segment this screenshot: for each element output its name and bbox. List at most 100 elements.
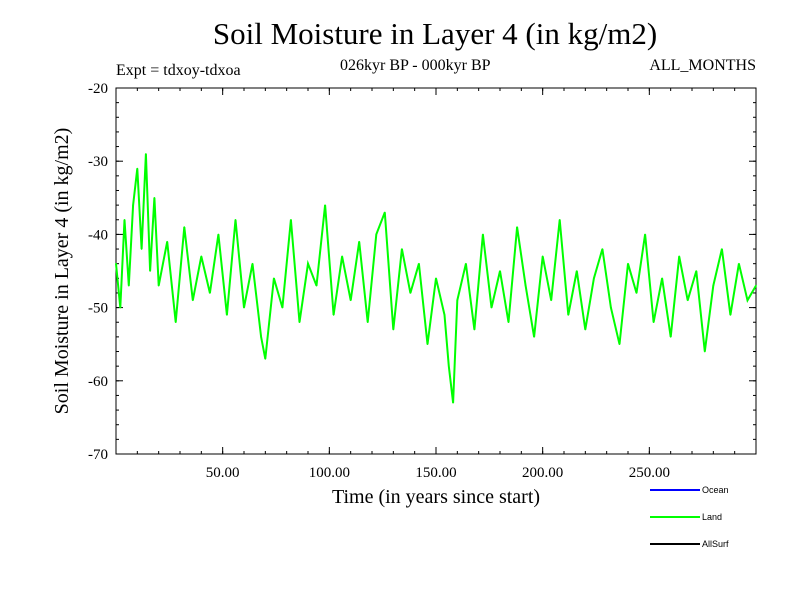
series-point-land — [128, 284, 130, 287]
series-point-land — [315, 284, 318, 287]
y-axis-label: Soil Moisture in Layer 4 (in kg/m2) — [51, 128, 73, 415]
series-point-land — [409, 292, 412, 294]
series-point-land — [115, 262, 117, 265]
series-point-land — [712, 284, 715, 287]
series-point-land — [132, 204, 134, 206]
series-point-land — [635, 292, 638, 294]
series-point-land — [273, 277, 275, 280]
series-point-land — [183, 226, 186, 228]
series-point-land — [610, 306, 612, 309]
x-tick-label: 50.00 — [206, 465, 240, 481]
series-point-land — [307, 262, 309, 265]
chart-title: Soil Moisture in Layer 4 (in kg/m2) — [212, 16, 658, 51]
y-tick-label: -40 — [88, 227, 108, 243]
series-point-land — [601, 248, 604, 250]
series-point-land — [290, 218, 292, 221]
series-point-land — [627, 262, 629, 265]
series-point-land — [558, 218, 561, 221]
series-point-land — [452, 401, 454, 404]
series-point-land — [264, 358, 267, 360]
legend-label-allsurf: AllSurf — [702, 539, 729, 549]
series-point-land — [341, 255, 343, 258]
x-tick-label: 200.00 — [522, 465, 563, 481]
plot-frame — [115, 87, 757, 455]
series-point-land — [704, 350, 706, 353]
series-point-land — [516, 226, 518, 228]
series-point-land — [332, 314, 335, 316]
series-point-land — [721, 248, 723, 250]
series-point-land — [499, 270, 501, 272]
y-tick-label: -60 — [88, 374, 108, 390]
series-point-land — [465, 262, 467, 265]
x-tick-label: 150.00 — [415, 465, 456, 481]
series-point-land — [358, 240, 361, 243]
series-point-land — [401, 248, 403, 250]
series-point-land — [567, 314, 570, 316]
x-tick-label: 100.00 — [309, 465, 350, 481]
series-point-land — [533, 336, 535, 338]
series-point-land — [349, 299, 352, 302]
series-point-land — [260, 336, 262, 338]
series-point-land — [448, 365, 450, 367]
y-tick-label: -50 — [88, 301, 108, 317]
series-point-land — [686, 299, 689, 302]
series-point-land — [217, 233, 220, 236]
series-point-land — [541, 255, 544, 258]
series-point-land — [157, 284, 160, 287]
series-point-land — [524, 284, 527, 287]
series-point-land — [234, 218, 237, 221]
series-point-land — [576, 270, 578, 272]
series-point-land — [584, 328, 587, 331]
series-point-land — [669, 336, 672, 338]
series-point-land — [251, 262, 254, 265]
series-point-land — [695, 270, 698, 272]
series-point-land — [550, 299, 552, 302]
period-subtitle: 026kyr BP - 000kyr BP — [340, 57, 491, 74]
series-point-land — [153, 197, 156, 199]
series-point-land — [678, 255, 680, 258]
series-point-land — [226, 314, 228, 316]
x-tick-label: 250.00 — [629, 465, 670, 481]
series-point-land — [473, 328, 476, 331]
series-point-land — [209, 292, 211, 294]
legend-label-ocean: Ocean — [702, 485, 729, 495]
x-axis-label: Time (in years since start) — [332, 486, 540, 508]
series-point-land — [435, 277, 437, 280]
series-point-land — [443, 314, 446, 316]
series-point-land — [746, 299, 749, 302]
series-point-land — [652, 321, 655, 324]
series-point-land — [123, 218, 126, 221]
series-point-land — [490, 306, 493, 309]
series-point-land — [418, 262, 420, 265]
series-point-land — [507, 321, 510, 324]
series-point-land — [618, 343, 621, 346]
legend-label-land: Land — [702, 512, 722, 522]
series-point-land — [366, 321, 369, 324]
series-point-land — [149, 270, 151, 272]
series-point-land — [426, 343, 429, 346]
series-point-land — [174, 321, 177, 324]
series-point-land — [324, 204, 326, 206]
series-point-land — [456, 299, 459, 302]
series-point-land — [392, 328, 395, 331]
experiment-label: Expt = tdxoy-tdxoa — [116, 62, 241, 79]
series-point-land — [298, 321, 301, 324]
series-point-land — [375, 233, 378, 236]
series-point-land — [136, 167, 139, 170]
series-point-land — [192, 299, 194, 302]
series-point-land — [384, 211, 386, 214]
series-point-land — [482, 233, 484, 236]
y-tick-label: -30 — [88, 154, 108, 170]
series-point-land — [200, 255, 203, 258]
series-point-land — [738, 262, 740, 265]
series-point-land — [140, 248, 143, 250]
months-label: ALL_MONTHS — [649, 57, 756, 74]
series-point-land — [166, 240, 168, 243]
y-tick-label: -20 — [88, 81, 108, 97]
y-tick-label: -70 — [88, 447, 108, 463]
series-point-land — [644, 233, 646, 236]
series-point-land — [593, 277, 595, 280]
series-point-land — [661, 277, 663, 280]
series-point-land — [755, 284, 757, 287]
